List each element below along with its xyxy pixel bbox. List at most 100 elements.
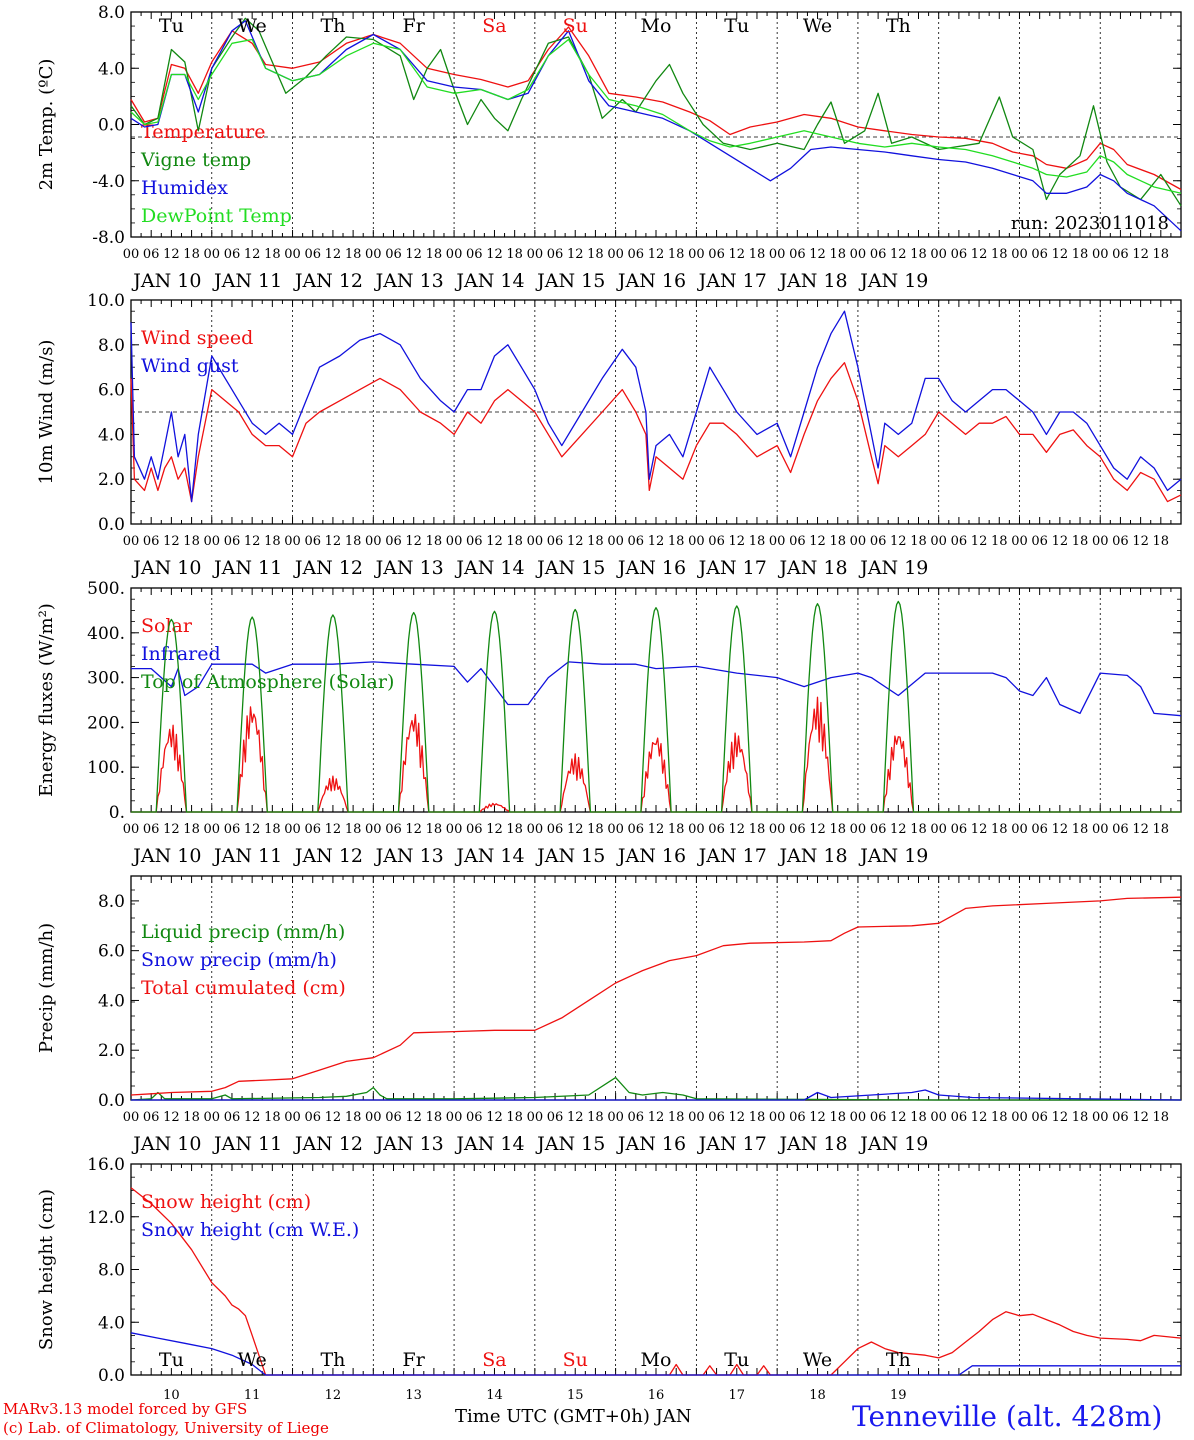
hour-tick-label: 06 <box>547 1110 564 1125</box>
hour-tick-label: 06 <box>547 534 564 549</box>
legend-entry: Humidex <box>141 177 228 199</box>
hour-tick-label: 06 <box>951 534 968 549</box>
hour-tick-label: 06 <box>466 534 483 549</box>
hour-tick-label: 06 <box>143 822 160 837</box>
date-label: JAN 16 <box>616 1133 686 1155</box>
hour-tick-label: 00 <box>607 247 624 262</box>
hour-tick-label: 18 <box>1153 247 1170 262</box>
day-label: We <box>238 15 267 37</box>
hour-tick-label: 12 <box>1052 822 1069 837</box>
date-label: JAN 11 <box>212 845 282 867</box>
hour-tick-label: 06 <box>143 1110 160 1125</box>
y-tick-label: 8.0 <box>98 336 125 356</box>
hour-tick-label: 06 <box>304 247 321 262</box>
hour-tick-label: 18 <box>749 1110 766 1125</box>
hour-tick-label: 12 <box>648 1110 665 1125</box>
day-label: Th <box>320 1349 345 1371</box>
hour-tick-label: 12 <box>567 1110 584 1125</box>
hour-tick-label: 18 <box>345 822 362 837</box>
hour-tick-label: 00 <box>446 1110 463 1125</box>
legend-entry: Snow precip (mm/h) <box>141 949 337 971</box>
hour-tick-label: 06 <box>304 1110 321 1125</box>
date-number: 12 <box>325 1388 342 1403</box>
date-label: JAN 18 <box>777 557 847 579</box>
hour-tick-label: 18 <box>345 1110 362 1125</box>
y-tick-label: 300. <box>87 669 125 689</box>
hour-tick-label: 00 <box>930 1110 947 1125</box>
hour-tick-label: 00 <box>930 247 947 262</box>
hour-tick-label: 18 <box>183 1110 200 1125</box>
date-number: 10 <box>163 1388 180 1403</box>
y-tick-label: 0.0 <box>98 1091 125 1111</box>
legend-entry: Total cumulated (cm) <box>141 977 346 999</box>
hour-tick-label: 18 <box>264 1110 281 1125</box>
hour-tick-label: 12 <box>405 534 422 549</box>
hour-tick-label: 18 <box>910 247 927 262</box>
hour-tick-label: 00 <box>446 534 463 549</box>
y-tick-label: 4.0 <box>98 59 125 79</box>
hour-tick-label: 18 <box>506 247 523 262</box>
hour-tick-label: 18 <box>668 534 685 549</box>
hour-tick-label: 00 <box>203 822 220 837</box>
hour-tick-label: 00 <box>850 247 867 262</box>
date-label: JAN 19 <box>858 557 928 579</box>
hour-tick-label: 18 <box>426 247 443 262</box>
date-label: JAN 15 <box>535 270 605 292</box>
y-tick-label: 4.0 <box>98 991 125 1011</box>
day-label: Fr <box>403 1349 426 1371</box>
y-tick-label: 8.0 <box>98 892 125 912</box>
hour-tick-label: 00 <box>284 1110 301 1125</box>
series-line-1 <box>131 1089 1182 1101</box>
hour-tick-label: 00 <box>284 822 301 837</box>
hour-tick-label: 18 <box>1072 247 1089 262</box>
model-line: MARv3.13 model forced by GFS <box>3 1400 248 1418</box>
date-label: JAN 16 <box>616 270 686 292</box>
credit-line: (c) Lab. of Climatology, University of L… <box>3 1419 329 1437</box>
y-axis-label: 10m Wind (m/s) <box>36 340 57 485</box>
hour-tick-label: 12 <box>486 1110 503 1125</box>
hour-tick-label: 18 <box>1072 822 1089 837</box>
hour-tick-label: 06 <box>304 534 321 549</box>
date-label: JAN 14 <box>454 557 524 579</box>
hour-tick-label: 12 <box>405 822 422 837</box>
hour-tick-label: 18 <box>829 247 846 262</box>
hour-tick-label: 18 <box>749 534 766 549</box>
date-label: JAN 10 <box>131 270 201 292</box>
date-label: JAN 13 <box>374 1133 444 1155</box>
hour-tick-label: 06 <box>224 1110 241 1125</box>
series-line-2 <box>131 600 1181 813</box>
hour-tick-label: 18 <box>426 822 443 837</box>
hour-tick-label: 06 <box>1112 534 1129 549</box>
hour-tick-label: 12 <box>971 247 988 262</box>
hour-tick-label: 18 <box>749 822 766 837</box>
hour-tick-label: 00 <box>446 822 463 837</box>
date-label: JAN 11 <box>212 557 282 579</box>
hour-tick-label: 12 <box>809 822 826 837</box>
hour-tick-label: 00 <box>688 247 705 262</box>
hour-tick-label: 12 <box>405 1110 422 1125</box>
hour-tick-label: 18 <box>183 534 200 549</box>
date-number: 19 <box>890 1388 907 1403</box>
date-label: JAN 18 <box>777 1133 847 1155</box>
hour-tick-label: 06 <box>870 1110 887 1125</box>
day-label: Tu <box>724 1349 749 1371</box>
hour-tick-label: 00 <box>769 822 786 837</box>
hour-tick-label: 12 <box>728 534 745 549</box>
hour-tick-label: 18 <box>183 247 200 262</box>
hour-tick-label: 00 <box>365 1110 382 1125</box>
hour-tick-label: 06 <box>628 534 645 549</box>
hour-tick-label: 00 <box>123 822 140 837</box>
hour-tick-label: 06 <box>1112 822 1129 837</box>
series-line-3 <box>130 38 1182 194</box>
hour-tick-label: 12 <box>890 534 907 549</box>
hour-tick-label: 18 <box>749 247 766 262</box>
y-tick-label: 12.0 <box>87 1208 125 1228</box>
hour-tick-label: 12 <box>890 822 907 837</box>
hour-tick-label: 18 <box>910 1110 927 1125</box>
hour-tick-label: 06 <box>628 822 645 837</box>
hour-tick-label: 00 <box>203 534 220 549</box>
date-label: JAN 19 <box>858 1133 928 1155</box>
series-line-2 <box>130 20 1182 232</box>
hour-tick-label: 18 <box>426 1110 443 1125</box>
